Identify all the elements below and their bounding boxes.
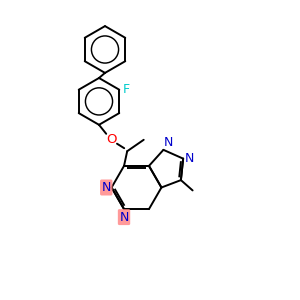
Text: O: O	[106, 133, 117, 146]
Text: N: N	[102, 181, 111, 194]
Text: N: N	[164, 136, 173, 148]
Text: N: N	[184, 152, 194, 164]
Text: F: F	[123, 83, 130, 96]
Text: N: N	[119, 211, 129, 224]
